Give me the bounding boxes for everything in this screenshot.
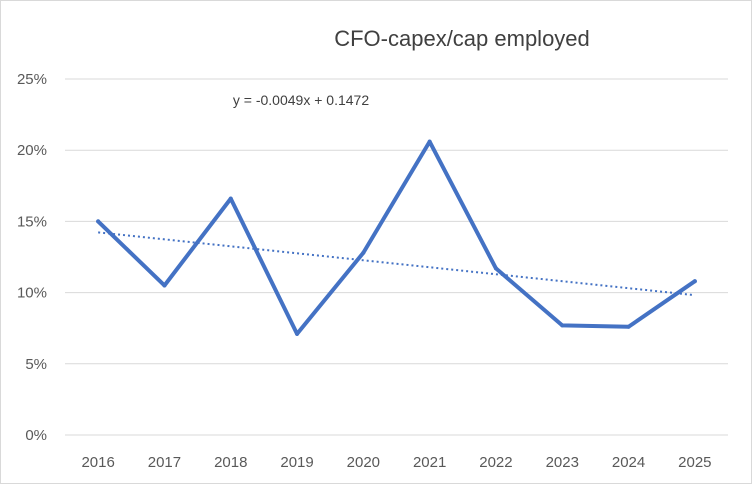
x-tick-label: 2020	[347, 454, 380, 471]
series-group	[96, 139, 697, 336]
data-point	[692, 279, 697, 284]
series-line	[96, 139, 697, 336]
y-axis-tick-labels: 0% 5% 10% 15% 20% 25%	[17, 71, 47, 444]
x-tick-label: 2024	[612, 454, 645, 471]
trendline	[98, 231, 695, 297]
chart-title: CFO-capex/cap employed	[334, 26, 590, 51]
data-point	[427, 139, 432, 144]
data-point	[162, 283, 167, 288]
trendline-equation: y = -0.0049x + 0.1472	[233, 92, 369, 108]
data-point	[96, 219, 101, 224]
x-tick-label: 2017	[148, 454, 181, 471]
y-tick-label: 10%	[17, 285, 47, 302]
data-point	[361, 250, 366, 255]
x-tick-label: 2023	[546, 454, 579, 471]
data-point	[560, 323, 565, 328]
y-tick-label: 5%	[25, 356, 47, 373]
y-tick-label: 15%	[17, 213, 47, 230]
data-point	[295, 331, 300, 336]
x-axis-tick-labels: 2016 2017 2018 2019 2020 2021 2022 2023 2024 2025	[81, 454, 711, 471]
y-tick-label: 0%	[25, 427, 47, 444]
y-tick-label: 20%	[17, 142, 47, 159]
trendline-group	[98, 231, 695, 297]
x-tick-label: 2022	[479, 454, 512, 471]
x-tick-label: 2018	[214, 454, 247, 471]
data-point	[228, 196, 233, 201]
gridlines	[65, 78, 728, 436]
x-tick-label: 2025	[678, 454, 711, 471]
data-point	[493, 266, 498, 271]
x-tick-label: 2019	[280, 454, 313, 471]
y-tick-label: 25%	[17, 71, 47, 88]
x-tick-label: 2016	[81, 454, 114, 471]
data-point	[626, 324, 631, 329]
x-tick-label: 2021	[413, 454, 446, 471]
